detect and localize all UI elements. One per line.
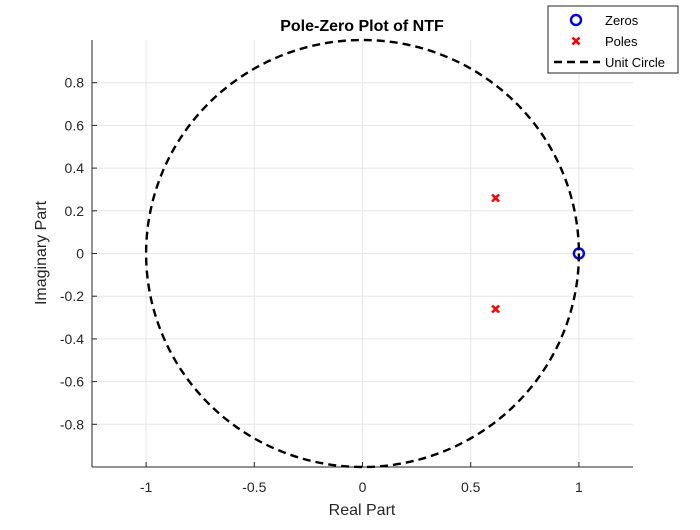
x-tick-label: -1 — [140, 479, 153, 495]
x-axis-label: Real Part — [329, 502, 396, 519]
legend: Zeros Poles Unit Circle — [547, 5, 679, 74]
pole-marker — [491, 304, 501, 314]
y-axis-label: Imaginary Part — [33, 200, 50, 305]
x-tick-label: -0.5 — [242, 479, 266, 495]
legend-pole-symbol — [571, 36, 581, 46]
legend-zero-symbol — [569, 13, 583, 27]
legend-item: Poles — [571, 34, 638, 49]
grid — [92, 40, 633, 467]
y-tick-label: 0.4 — [65, 160, 85, 176]
y-tick-label: -0.6 — [60, 374, 84, 390]
legend-label: Poles — [605, 34, 638, 49]
pole-marker — [491, 193, 501, 203]
plot-area — [144, 38, 586, 469]
legend-item: Zeros — [569, 13, 639, 28]
legend-label: Unit Circle — [605, 55, 665, 70]
legend-label: Zeros — [605, 13, 639, 28]
axes — [91, 40, 633, 468]
y-tick-label: 0.2 — [65, 203, 85, 219]
y-tick-label: 0.8 — [65, 75, 85, 91]
y-tick-label: 0 — [76, 246, 84, 262]
tick-labels: -1 -0.5 0 0.5 1 -0.8 -0.6 -0.4 -0.2 0 0.2 0.4 0.6 0.8 — [60, 75, 583, 495]
y-tick-label: -0.2 — [60, 288, 84, 304]
chart-title: Pole-Zero Plot of NTF — [280, 18, 444, 35]
x-tick-label: 0 — [359, 479, 367, 495]
y-tick-label: -0.4 — [60, 331, 84, 347]
x-tick-label: 1 — [575, 479, 583, 495]
unit-circle — [144, 38, 581, 469]
y-tick-label: 0.6 — [65, 117, 85, 133]
y-tick-label: -0.8 — [60, 416, 84, 432]
legend-item: Unit Circle — [554, 55, 665, 70]
x-tick-label: 0.5 — [461, 479, 481, 495]
